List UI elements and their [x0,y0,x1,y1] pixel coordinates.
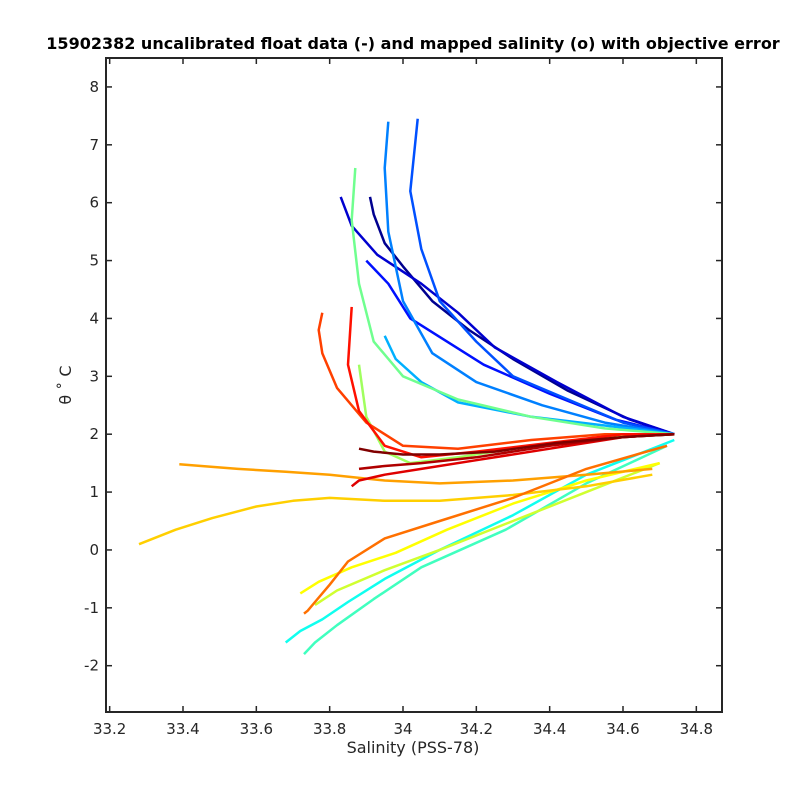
y-tick-label: 3 [89,367,99,385]
profile-line-11 [314,461,661,606]
x-tick-label: 34.6 [606,720,639,738]
profile-line-5 [383,121,675,436]
profile-line-8 [303,444,668,655]
x-axis-label: Salinity (PSS-78) [347,738,480,757]
x-tick-label: 33.2 [93,720,126,738]
y-tick-label: 7 [89,136,99,154]
y-tick-label: 1 [89,483,99,501]
y-tick-label: 2 [89,425,99,443]
profile-line-17 [346,306,675,459]
x-tick-label: 34.4 [533,720,566,738]
y-tick-label: 4 [89,309,99,327]
profile-line-16 [317,312,675,450]
x-tick-label: 34.8 [680,720,713,738]
x-tick-label: 34 [393,720,412,738]
x-tick-label: 33.6 [240,720,273,738]
profile-line-15 [303,444,668,615]
x-tick-label: 33.8 [313,720,346,738]
chart-title: 15902382 uncalibrated float data (-) and… [46,34,780,53]
axes-box [105,57,723,713]
profile-line-12 [299,461,660,595]
profile-line-6 [383,335,675,436]
profile-line-2 [339,196,675,436]
y-tick-label: 0 [89,541,99,559]
profile-line-4 [409,118,675,436]
profile-lines [138,118,675,655]
y-tick-label: 5 [89,252,99,270]
y-tick-label: -1 [84,599,99,617]
profile-line-14 [179,463,653,485]
y-axis-label: θ ˚ C [56,365,75,404]
profile-line-9 [350,167,675,436]
profile-line-13 [138,473,653,546]
x-tick-label: 33.4 [166,720,199,738]
x-tick-label: 34.2 [460,720,493,738]
y-tick-label: 6 [89,194,99,212]
profile-line-20 [358,432,675,456]
y-tick-label: 8 [89,78,99,96]
y-tick-label: -2 [84,657,99,675]
